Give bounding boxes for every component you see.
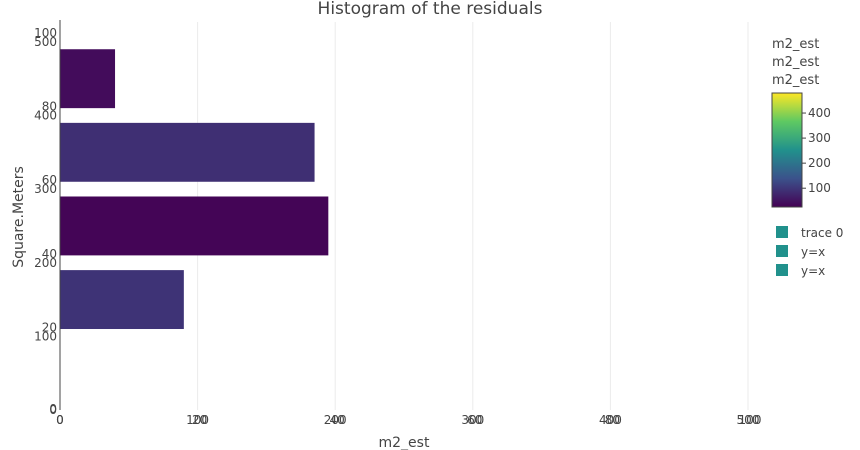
- legend-label-yx-2[interactable]: y=x: [801, 264, 825, 278]
- y-tick-label: 300: [34, 182, 57, 196]
- y-tick-label-secondary: 100: [34, 26, 57, 40]
- x-tick-label-secondary: 80: [605, 413, 620, 427]
- y-tick-label-secondary: 60: [42, 173, 57, 187]
- y-tick-label-secondary: 20: [42, 320, 57, 334]
- y-tick-label: 400: [34, 109, 57, 123]
- legend-swatch-yx-1[interactable]: [776, 245, 788, 257]
- colorbar-tick-label: 200: [808, 156, 831, 170]
- colorbar-tick-label: 100: [808, 181, 831, 195]
- colorbar-title-1: m2_est: [772, 37, 819, 52]
- colorbar-tick-label: 400: [808, 106, 831, 120]
- y-tick-label-secondary: 40: [42, 247, 57, 261]
- x-tick-label: 0: [56, 413, 64, 427]
- histogram-bar[interactable]: [60, 49, 116, 109]
- legend[interactable]: trace 0 y=x y=x: [776, 226, 843, 278]
- legend-label-yx-1[interactable]: y=x: [801, 245, 825, 259]
- bars: [60, 49, 329, 330]
- y-tick-label: 0: [49, 403, 57, 417]
- colorbar-title-2: m2_est: [772, 55, 819, 70]
- colorbar: m2_est m2_est m2_est 100 200 300 400: [771, 37, 831, 208]
- x-tick-label: 400: [599, 413, 622, 427]
- histogram-bar[interactable]: [60, 122, 315, 182]
- x-tick-label: 300: [461, 413, 484, 427]
- x-tick-label: 100: [186, 413, 209, 427]
- x-tick-label: 200: [324, 413, 347, 427]
- y-tick-label: 500: [34, 35, 57, 49]
- x-tick-label-secondary: 40: [330, 413, 345, 427]
- x-tick-label-secondary: 0: [56, 413, 64, 427]
- histogram-bar[interactable]: [60, 270, 184, 330]
- x-tick-label-secondary: 20: [192, 413, 207, 427]
- y-tick-label: 200: [34, 256, 57, 270]
- legend-swatch-trace0[interactable]: [776, 226, 788, 238]
- colorbar-gradient: [771, 92, 803, 208]
- x-axis-title: m2_est: [379, 435, 430, 450]
- histogram-bar[interactable]: [60, 196, 329, 256]
- x-tick-label-secondary: 60: [467, 413, 482, 427]
- y-axis-title: Square.Meters: [11, 166, 27, 268]
- y-tick-label-secondary: 80: [42, 100, 57, 114]
- colorbar-tick-label: 300: [808, 131, 831, 145]
- colorbar-title-3: m2_est: [772, 73, 819, 88]
- x-tick-label-secondary: 100: [739, 413, 762, 427]
- grid-lines: [197, 22, 749, 410]
- y-tick-label: 100: [34, 329, 57, 343]
- legend-swatch-yx-2[interactable]: [776, 264, 788, 276]
- chart-title: Histogram of the residuals: [318, 0, 543, 19]
- x-tick-label: 500: [737, 413, 760, 427]
- legend-label-trace0[interactable]: trace 0: [801, 226, 843, 240]
- y-tick-label-secondary: 0: [49, 402, 57, 416]
